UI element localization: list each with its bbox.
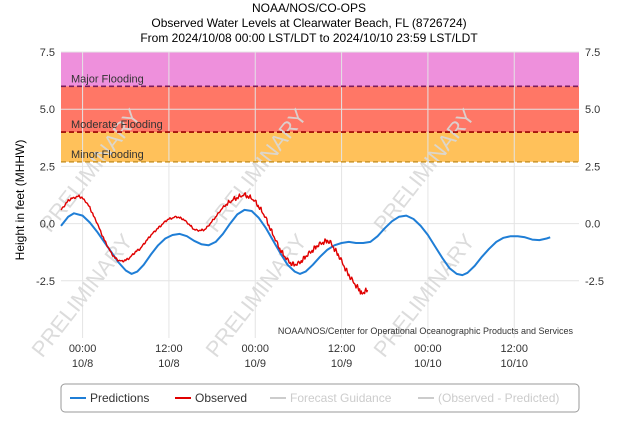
x-tick-time-4: 00:00 <box>414 343 442 355</box>
flood-band-label-2: Minor Flooding <box>71 149 144 161</box>
chart-subtitle: Observed Water Levels at Clearwater Beac… <box>151 16 466 30</box>
y-tick-label-left-2: 2.5 <box>40 161 55 173</box>
x-tick-date-4: 10/10 <box>414 358 442 370</box>
x-tick-time-5: 12:00 <box>500 343 528 355</box>
y-axis-left-labels: 7.5 5.0 2.5 0.0 -2.5 <box>36 47 55 288</box>
legend-label-2: Forecast Guidance <box>290 391 392 405</box>
legend-item-3[interactable]: (Observed - Predicted) <box>418 391 559 405</box>
flood-band-0 <box>61 52 579 87</box>
y-tick-label-right-1: 5.0 <box>585 104 600 116</box>
legend: Predictions Observed Forecast Guidance (Obs… <box>70 391 559 405</box>
y-tick-label-left-3: 0.0 <box>40 219 55 231</box>
watermark-2: PRELIMINARY <box>368 229 479 362</box>
x-tick-time-3: 12:00 <box>328 343 356 355</box>
flood-band-labels: Major Flooding Moderate Flooding Minor Flo… <box>71 73 163 161</box>
x-axis-labels: 00:00 10/8 12:00 10/8 00:00 10/9 12:00 10/9 00:0… <box>69 343 528 370</box>
x-tick-time-2: 00:00 <box>241 343 269 355</box>
y-tick-label-left-1: 5.0 <box>40 104 55 116</box>
legend-box <box>60 383 580 413</box>
y-axis-title: Height in feet (MHHW) <box>13 140 27 261</box>
flood-bands <box>61 52 579 162</box>
legend-label-0: Predictions <box>90 391 149 405</box>
y-tick-label-right-4: -2.5 <box>585 276 604 288</box>
legend-label-1: Observed <box>195 391 247 405</box>
y-axis-right-labels: 7.5 5.0 2.5 0.0 -2.5 <box>585 47 604 288</box>
flood-band-label-0: Major Flooding <box>71 73 144 85</box>
x-tick-date-1: 10/8 <box>158 358 179 370</box>
credits-text: NOAA/NOS/Center for Operational Oceanogr… <box>278 326 574 336</box>
flood-band-2 <box>61 132 579 162</box>
x-tick-time-1: 12:00 <box>155 343 183 355</box>
chart-date-range: From 2024/10/08 00:00 LST/LDT to 2024/10… <box>140 31 478 45</box>
legend-item-1[interactable]: Observed <box>175 391 247 405</box>
series-observed-line <box>60 192 369 295</box>
legend-item-2[interactable]: Forecast Guidance <box>270 391 392 405</box>
series-predictions-line <box>60 208 551 277</box>
legend-label-3: (Observed - Predicted) <box>438 391 559 405</box>
x-tick-date-3: 10/9 <box>331 358 352 370</box>
x-tick-date-0: 10/8 <box>72 358 93 370</box>
y-tick-label-right-2: 2.5 <box>585 161 600 173</box>
flood-threshold-lines <box>61 85 579 163</box>
x-tick-time-0: 00:00 <box>69 343 97 355</box>
legend-item-0[interactable]: Predictions <box>70 391 149 405</box>
y-tick-label-right-3: 0.0 <box>585 219 600 231</box>
chart-title: NOAA/NOS/CO-OPS <box>252 1 366 15</box>
y-tick-label-left-4: -2.5 <box>36 276 55 288</box>
series-lines <box>60 192 551 295</box>
x-tick-date-2: 10/9 <box>245 358 266 370</box>
grid-lines <box>61 51 579 338</box>
x-tick-date-5: 10/10 <box>500 358 528 370</box>
y-tick-label-right-0: 7.5 <box>585 47 600 59</box>
y-tick-label-left-0: 7.5 <box>40 47 55 59</box>
flood-band-label-1: Moderate Flooding <box>71 119 163 131</box>
watermark-1: PRELIMINARY <box>200 229 311 362</box>
